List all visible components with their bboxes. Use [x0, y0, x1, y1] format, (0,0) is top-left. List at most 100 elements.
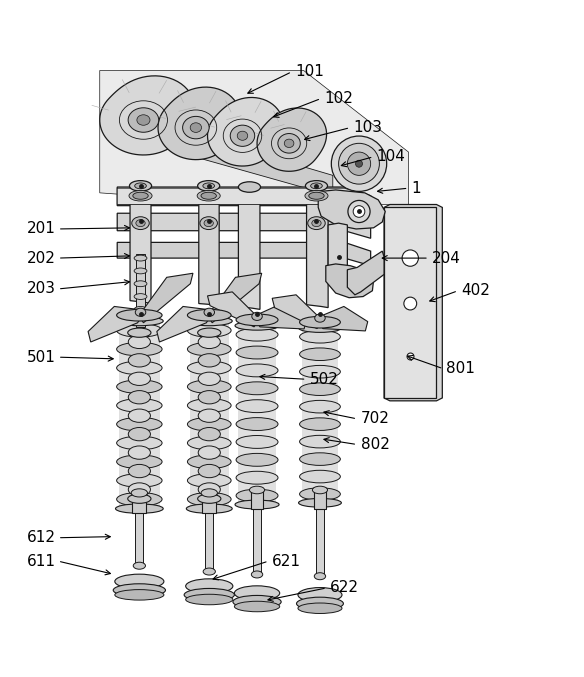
- Ellipse shape: [402, 250, 418, 266]
- Ellipse shape: [298, 324, 342, 332]
- Ellipse shape: [234, 601, 280, 612]
- Ellipse shape: [300, 383, 340, 395]
- Ellipse shape: [128, 353, 151, 367]
- Bar: [136, 254, 145, 327]
- Text: 702: 702: [361, 412, 390, 427]
- Text: 1: 1: [412, 181, 421, 196]
- Ellipse shape: [235, 500, 279, 509]
- Ellipse shape: [298, 588, 342, 602]
- Ellipse shape: [113, 584, 165, 596]
- Ellipse shape: [203, 183, 214, 189]
- Ellipse shape: [183, 116, 209, 139]
- Ellipse shape: [236, 471, 278, 484]
- Ellipse shape: [236, 418, 278, 431]
- Text: 201: 201: [27, 221, 56, 236]
- Polygon shape: [384, 204, 442, 401]
- Ellipse shape: [348, 200, 370, 223]
- Bar: [205, 503, 213, 571]
- Ellipse shape: [278, 133, 300, 153]
- Ellipse shape: [117, 474, 162, 487]
- Bar: [133, 493, 147, 513]
- Ellipse shape: [186, 594, 233, 605]
- Ellipse shape: [187, 380, 231, 393]
- Ellipse shape: [187, 492, 231, 506]
- Ellipse shape: [404, 297, 416, 310]
- Ellipse shape: [116, 504, 163, 513]
- Ellipse shape: [198, 372, 220, 385]
- Polygon shape: [106, 108, 333, 196]
- Polygon shape: [117, 242, 371, 265]
- Ellipse shape: [198, 427, 220, 441]
- Ellipse shape: [187, 399, 231, 412]
- Ellipse shape: [298, 603, 342, 613]
- Ellipse shape: [117, 324, 162, 337]
- Ellipse shape: [128, 372, 151, 385]
- Bar: [130, 332, 150, 499]
- Polygon shape: [117, 213, 371, 238]
- Ellipse shape: [300, 330, 340, 343]
- Bar: [251, 490, 263, 508]
- Ellipse shape: [130, 181, 152, 191]
- Ellipse shape: [184, 588, 234, 601]
- Ellipse shape: [236, 435, 278, 448]
- Ellipse shape: [236, 382, 278, 395]
- Ellipse shape: [311, 183, 322, 189]
- Ellipse shape: [115, 574, 164, 589]
- Text: 621: 621: [272, 554, 301, 569]
- Ellipse shape: [186, 316, 232, 326]
- Text: 502: 502: [310, 372, 338, 387]
- Polygon shape: [100, 76, 194, 155]
- Polygon shape: [307, 187, 328, 307]
- Polygon shape: [328, 223, 347, 269]
- Ellipse shape: [187, 309, 231, 321]
- Ellipse shape: [134, 294, 147, 299]
- Ellipse shape: [198, 391, 220, 404]
- Ellipse shape: [133, 192, 148, 199]
- Ellipse shape: [128, 494, 151, 503]
- Ellipse shape: [314, 573, 326, 580]
- Polygon shape: [257, 303, 307, 329]
- Ellipse shape: [131, 489, 148, 497]
- Polygon shape: [207, 97, 283, 166]
- Ellipse shape: [197, 181, 220, 191]
- Text: 612: 612: [27, 530, 56, 545]
- Ellipse shape: [198, 353, 220, 367]
- Ellipse shape: [117, 343, 162, 356]
- Ellipse shape: [117, 399, 162, 412]
- Polygon shape: [207, 292, 257, 327]
- Ellipse shape: [203, 568, 215, 575]
- Text: 103: 103: [353, 120, 382, 135]
- Ellipse shape: [136, 219, 145, 227]
- Ellipse shape: [117, 309, 162, 321]
- Polygon shape: [326, 264, 374, 298]
- Ellipse shape: [204, 219, 213, 227]
- Ellipse shape: [197, 494, 221, 503]
- Polygon shape: [100, 70, 409, 204]
- Ellipse shape: [198, 464, 220, 478]
- Text: 622: 622: [330, 580, 359, 595]
- Bar: [316, 497, 324, 576]
- Ellipse shape: [297, 597, 343, 610]
- Ellipse shape: [347, 152, 371, 175]
- Ellipse shape: [187, 361, 231, 374]
- Ellipse shape: [236, 314, 278, 326]
- Ellipse shape: [187, 418, 231, 431]
- Ellipse shape: [252, 312, 262, 320]
- Ellipse shape: [137, 115, 150, 125]
- Bar: [301, 328, 338, 503]
- Ellipse shape: [353, 206, 365, 217]
- Text: 102: 102: [324, 91, 353, 106]
- Ellipse shape: [300, 487, 340, 500]
- Ellipse shape: [128, 483, 151, 496]
- Ellipse shape: [128, 108, 159, 132]
- Ellipse shape: [236, 328, 278, 341]
- Ellipse shape: [200, 217, 217, 230]
- Ellipse shape: [298, 498, 342, 507]
- Polygon shape: [88, 307, 141, 342]
- Ellipse shape: [201, 192, 217, 199]
- Text: 802: 802: [361, 437, 390, 452]
- Text: 402: 402: [461, 283, 490, 299]
- Ellipse shape: [236, 346, 278, 359]
- Ellipse shape: [117, 380, 162, 393]
- Ellipse shape: [134, 268, 147, 274]
